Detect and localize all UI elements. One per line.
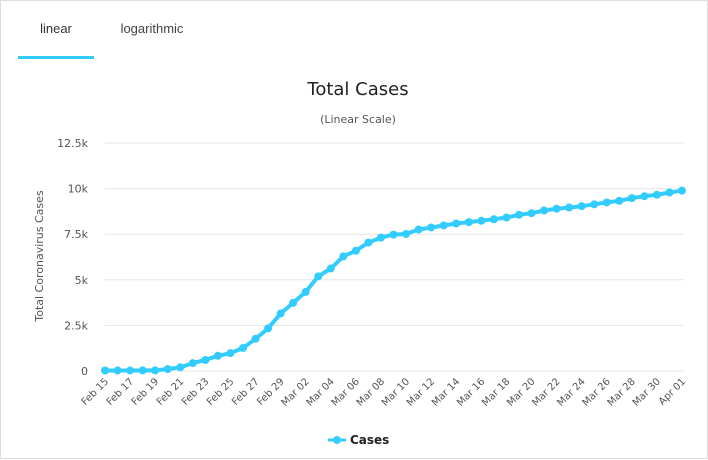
data-point[interactable] bbox=[101, 366, 109, 375]
data-point[interactable] bbox=[201, 356, 210, 365]
data-point[interactable] bbox=[376, 233, 385, 242]
data-point[interactable] bbox=[251, 334, 260, 343]
data-point[interactable] bbox=[402, 229, 411, 238]
data-point[interactable] bbox=[602, 198, 611, 207]
data-point[interactable] bbox=[226, 349, 235, 358]
data-point[interactable] bbox=[552, 204, 561, 213]
data-point[interactable] bbox=[678, 186, 686, 195]
data-point[interactable] bbox=[126, 366, 135, 375]
data-point[interactable] bbox=[640, 192, 649, 201]
data-point[interactable] bbox=[627, 194, 636, 203]
data-point[interactable] bbox=[652, 190, 661, 199]
legend[interactable]: Cases bbox=[328, 433, 389, 447]
y-tick-label: 7.5k bbox=[64, 228, 88, 241]
data-point[interactable] bbox=[540, 206, 549, 215]
y-tick-label: 12.5k bbox=[57, 137, 88, 150]
y-tick-label: 2.5k bbox=[64, 319, 88, 332]
data-point[interactable] bbox=[326, 264, 335, 273]
data-point[interactable] bbox=[276, 309, 285, 318]
data-point[interactable] bbox=[615, 196, 624, 205]
series-cases bbox=[101, 186, 686, 375]
data-point[interactable] bbox=[665, 188, 674, 197]
data-point[interactable] bbox=[414, 225, 423, 234]
data-point[interactable] bbox=[452, 219, 461, 228]
data-point[interactable] bbox=[339, 252, 348, 261]
data-point[interactable] bbox=[477, 216, 486, 225]
gridlines bbox=[105, 142, 684, 372]
data-point[interactable] bbox=[351, 246, 360, 255]
chart-title: Total Cases bbox=[306, 79, 408, 100]
tab-linear[interactable]: linear bbox=[40, 21, 72, 36]
data-point[interactable] bbox=[289, 298, 298, 307]
data-point[interactable] bbox=[264, 324, 273, 333]
active-tab-indicator bbox=[18, 56, 94, 59]
data-point[interactable] bbox=[590, 200, 599, 209]
scale-tabs: linear logarithmic bbox=[1, 0, 707, 59]
data-point[interactable] bbox=[314, 272, 323, 281]
data-point[interactable] bbox=[364, 238, 373, 247]
data-point[interactable] bbox=[514, 210, 523, 219]
data-point[interactable] bbox=[176, 363, 185, 372]
data-point[interactable] bbox=[527, 209, 536, 218]
legend-label-cases[interactable]: Cases bbox=[350, 433, 389, 447]
data-point[interactable] bbox=[113, 366, 122, 375]
data-point[interactable] bbox=[138, 366, 147, 375]
chart-subtitle: (Linear Scale) bbox=[320, 113, 396, 126]
x-tick-label: Mar 30 bbox=[631, 376, 663, 408]
series-line bbox=[103, 188, 684, 373]
data-point[interactable] bbox=[213, 351, 222, 360]
data-point[interactable] bbox=[439, 221, 448, 230]
data-point[interactable] bbox=[301, 287, 310, 296]
data-point[interactable] bbox=[489, 215, 498, 224]
data-point[interactable] bbox=[238, 343, 247, 352]
tab-logarithmic[interactable]: logarithmic bbox=[120, 21, 184, 36]
data-point[interactable] bbox=[565, 203, 574, 212]
y-axis-ticks: 0 2.5k 5k 7.5k 10k 12.5k bbox=[57, 137, 88, 378]
y-tick-label: 0 bbox=[81, 365, 88, 378]
y-tick-label: 10k bbox=[68, 183, 89, 196]
data-point[interactable] bbox=[464, 218, 473, 227]
data-point[interactable] bbox=[389, 230, 398, 239]
x-tick-label: Apr 01 bbox=[657, 376, 688, 407]
data-point[interactable] bbox=[163, 365, 172, 374]
legend-marker bbox=[333, 436, 341, 444]
data-point[interactable] bbox=[188, 359, 197, 368]
data-point[interactable] bbox=[502, 213, 511, 222]
data-point[interactable] bbox=[151, 366, 160, 375]
y-axis-label: Total Coronavirus Cases bbox=[33, 190, 46, 323]
data-point[interactable] bbox=[577, 202, 586, 211]
data-point[interactable] bbox=[427, 223, 436, 232]
y-tick-label: 5k bbox=[75, 274, 89, 287]
